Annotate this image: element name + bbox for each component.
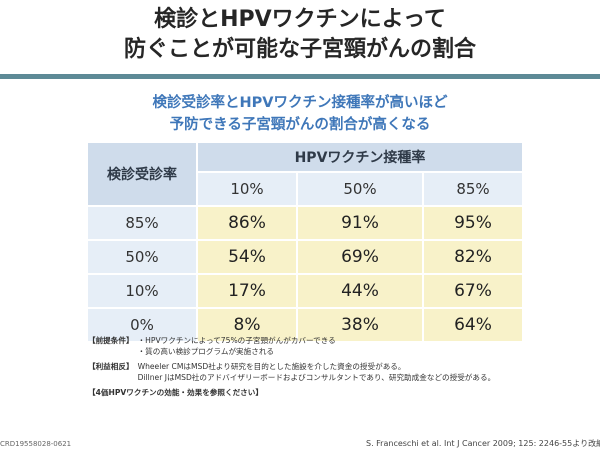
table-cell: 44% xyxy=(298,275,422,307)
table-cell: 82% xyxy=(424,241,522,273)
premise-note: 【前提条件】 ・HPVワクチンによって75%の子宮頸がんがカバーできる ・質の高… xyxy=(88,336,528,357)
table-cell: 54% xyxy=(198,241,296,273)
coi-line: Dillner JはMSD社のアドバイザリーボードおよびコンサルタントであり、研… xyxy=(137,372,496,382)
row-header-screening-rate: 検診受診率 xyxy=(88,143,196,205)
table-cell: 67% xyxy=(424,275,522,307)
premise-line: ・HPVワクチンによって75%の子宮頸がんがカバーできる xyxy=(137,336,336,345)
col-label-3: 85% xyxy=(424,173,522,205)
table-cell: 17% xyxy=(198,275,296,307)
table-cell: 8% xyxy=(198,309,296,341)
col-header-vaccination-rate: HPVワクチン接種率 xyxy=(198,143,522,171)
col-label-2: 50% xyxy=(298,173,422,205)
table-cell: 69% xyxy=(298,241,422,273)
row-label: 50% xyxy=(88,241,196,273)
title-line-1: 検診とHPVワクチンによって xyxy=(154,7,446,32)
prevention-table: 検診受診率 HPVワクチン接種率 10% 50% 85% 85% 86% 91%… xyxy=(88,143,522,341)
coi-line: Wheeler CMはMSD社より研究を目的とした施設を介した資金の授受がある。 xyxy=(137,362,406,371)
footnotes: 【前提条件】 ・HPVワクチンによって75%の子宮頸がんがカバーできる ・質の高… xyxy=(88,336,528,404)
premise-tag: 【前提条件】 xyxy=(88,336,134,345)
reference-note: 【4価HPVワクチンの効能・効果を参照ください】 xyxy=(88,388,528,399)
coi-tag: 【利益相反】 xyxy=(88,362,134,371)
table-cell: 38% xyxy=(298,309,422,341)
table-cell: 86% xyxy=(198,207,296,239)
reference-text: 【4価HPVワクチンの効能・効果を参照ください】 xyxy=(88,388,263,397)
premise-line: ・質の高い検診プログラムが実施される xyxy=(137,346,275,356)
slide-subtitle: 検診受診率とHPVワクチン接種率が高いほど 予防できる子宮頸がんの割合が高くなる xyxy=(0,92,600,136)
slide-title: 検診とHPVワクチンによって 防ぐことが可能な子宮頸がんの割合 xyxy=(0,0,600,72)
row-label: 0% xyxy=(88,309,196,341)
subtitle-line-1: 検診受診率とHPVワクチン接種率が高いほど xyxy=(152,95,448,111)
subtitle-line-2: 予防できる子宮頸がんの割合が高くなる xyxy=(169,117,431,133)
col-label-1: 10% xyxy=(198,173,296,205)
table-cell: 91% xyxy=(298,207,422,239)
row-label: 10% xyxy=(88,275,196,307)
title-divider xyxy=(0,74,600,79)
row-label: 85% xyxy=(88,207,196,239)
title-line-2: 防ぐことが可能な子宮頸がんの割合 xyxy=(123,37,476,62)
table-cell: 64% xyxy=(424,309,522,341)
citation: S. Franceschi et al. Int J Cancer 2009; … xyxy=(366,439,600,448)
document-id: CRD19558028-0621 xyxy=(0,440,72,448)
table-cell: 95% xyxy=(424,207,522,239)
coi-note: 【利益相反】 Wheeler CMはMSD社より研究を目的とした施設を介した資金… xyxy=(88,362,528,383)
